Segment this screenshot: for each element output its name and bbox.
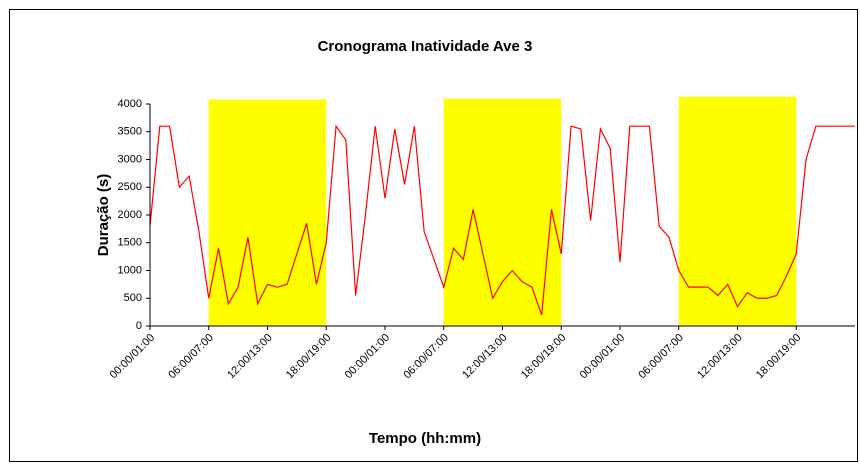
y-tick-label: 4000 xyxy=(118,98,142,110)
data-line xyxy=(149,124,855,316)
y-tick-label: 0 xyxy=(136,320,142,332)
y-tick-label: 2500 xyxy=(118,181,142,193)
y-tick-label: 1000 xyxy=(118,264,142,276)
y-tick-label: 3500 xyxy=(118,126,142,138)
y-tick-label: 2000 xyxy=(118,209,142,221)
highlight-band xyxy=(443,98,562,326)
y-axis-label: Duração (s) xyxy=(95,174,112,257)
y-tick-label: 3000 xyxy=(118,153,142,165)
highlight-band xyxy=(678,96,797,326)
y-tick-label: 500 xyxy=(124,292,142,304)
x-axis-label: Tempo (hh:mm) xyxy=(369,430,481,447)
chart-title: Cronograma Inatividade Ave 3 xyxy=(318,38,533,55)
y-tick-label: 1500 xyxy=(118,237,142,249)
highlight-band xyxy=(208,99,327,326)
